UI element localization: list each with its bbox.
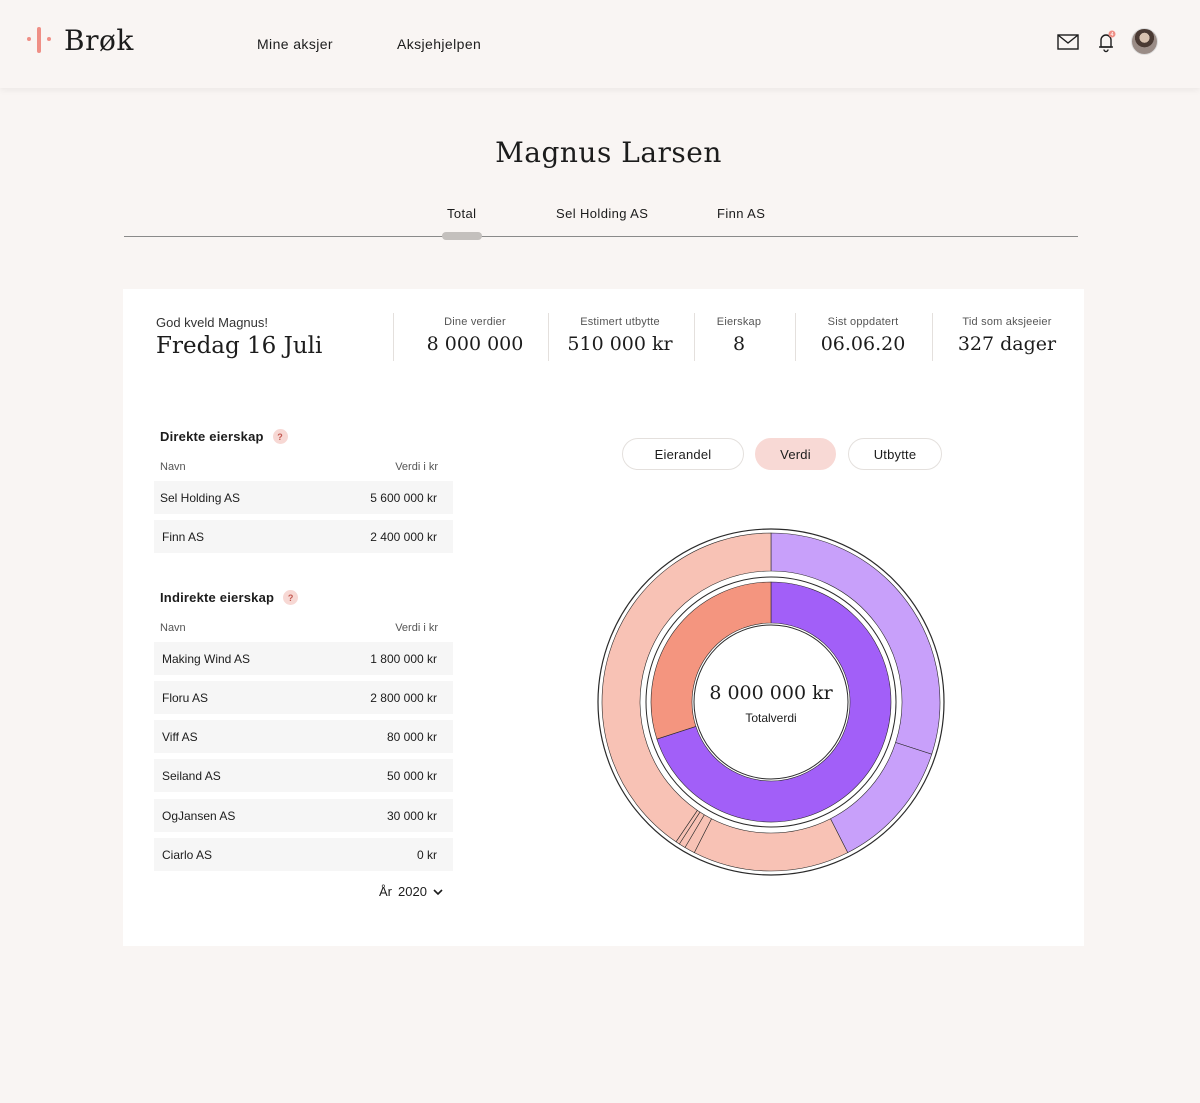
table-row[interactable]: Finn AS 2 400 000 kr <box>154 520 453 553</box>
tab-indicator <box>442 232 482 240</box>
col-name-header: Navn <box>160 622 186 634</box>
avatar[interactable] <box>1131 28 1158 55</box>
section-title-text: Indirekte eierskap <box>160 590 275 605</box>
stat-value: 8 <box>732 333 746 355</box>
stat-label: Tid som aksjeeier <box>962 316 1052 328</box>
row-value: 2 400 000 kr <box>370 530 437 544</box>
col-value-header: Verdi i kr <box>395 622 438 634</box>
table-row[interactable]: Making Wind AS 1 800 000 kr <box>154 642 453 675</box>
row-value: 0 kr <box>416 848 437 862</box>
stat-value: 510 000 kr <box>567 333 673 355</box>
row-value: 1 800 000 kr <box>370 652 437 666</box>
stat-label: Sist oppdatert <box>827 316 899 328</box>
logo-icon <box>26 25 52 55</box>
row-name: Making Wind AS <box>162 652 251 666</box>
table-row[interactable]: Floru AS 2 800 000 kr <box>154 681 453 714</box>
nav-aksjehjelpen[interactable]: Aksjehjelpen <box>397 36 482 52</box>
stat-eierskap: Eierskap 8 <box>709 316 769 355</box>
help-icon[interactable]: ? <box>272 429 288 444</box>
nav-mine-aksjer[interactable]: Mine aksjer <box>257 36 333 52</box>
stat-sist-oppdatert: Sist oppdatert 06.06.20 <box>809 316 917 355</box>
center-border-ring <box>693 624 849 780</box>
divider <box>694 313 695 361</box>
chart-center-value: 8 000 000 kr <box>709 682 833 704</box>
year-value: 2020 <box>398 884 427 899</box>
ownership-donut-chart <box>597 528 945 876</box>
row-name: Viff AS <box>162 730 198 744</box>
stat-tid-som-aksjeeier: Tid som aksjeeier 327 dager <box>949 316 1065 355</box>
page-title: Magnus Larsen <box>495 136 722 169</box>
col-value-header: Verdi i kr <box>395 461 438 473</box>
table-row[interactable]: OgJansen AS 30 000 kr <box>154 799 453 832</box>
table-row[interactable]: Ciarlo AS 0 kr <box>154 838 453 871</box>
bell-icon[interactable]: 4 <box>1092 28 1120 56</box>
tab-total[interactable]: Total <box>447 206 477 221</box>
row-value: 30 000 kr <box>386 809 437 823</box>
divider <box>393 313 394 361</box>
top-bar: Brøk Mine aksjer Aksjehjelpen 4 <box>0 0 1200 88</box>
col-name-header: Navn <box>160 461 186 473</box>
overview-card: God kveld Magnus! Fredag 16 Juli Dine ve… <box>123 289 1084 946</box>
row-name: Floru AS <box>162 691 209 705</box>
divider <box>548 313 549 361</box>
stat-label: Eierskap <box>716 316 762 328</box>
row-name: Finn AS <box>162 530 205 544</box>
logo[interactable]: Brøk <box>26 23 134 57</box>
notification-count: 4 <box>1110 32 1113 38</box>
inner-ring-segment[interactable] <box>650 581 772 740</box>
indirect-table-header: Navn Verdi i kr <box>160 622 438 634</box>
direct-ownership-title: Direkte eierskap ? <box>160 429 288 444</box>
indirect-ownership-title: Indirekte eierskap ? <box>160 590 299 605</box>
row-name: Sel Holding AS <box>160 491 241 505</box>
toggle-eierandel[interactable]: Eierandel <box>622 438 744 470</box>
row-value: 80 000 kr <box>386 730 437 744</box>
stat-value: 327 dager <box>957 333 1057 355</box>
outer-border-ring <box>597 528 945 876</box>
divider <box>795 313 796 361</box>
row-value: 5 600 000 kr <box>370 491 437 505</box>
year-select[interactable]: År 2020 <box>379 884 443 899</box>
chart-center-label: Totalverdi <box>745 711 797 725</box>
toggle-verdi[interactable]: Verdi <box>755 438 836 470</box>
row-name: OgJansen AS <box>162 809 236 823</box>
logo-text: Brøk <box>64 23 134 57</box>
outer-ring-segment[interactable] <box>601 532 772 843</box>
inner-ring-segment[interactable] <box>656 581 892 823</box>
stat-label: Dine verdier <box>444 316 506 328</box>
stat-estimert-utbytte: Estimert utbytte 510 000 kr <box>563 316 677 355</box>
stat-dine-verdier: Dine verdier 8 000 000 <box>420 316 530 355</box>
row-value: 2 800 000 kr <box>370 691 437 705</box>
inner-border-ring <box>645 576 897 828</box>
divider <box>932 313 933 361</box>
outer-ring-segment[interactable] <box>770 532 941 755</box>
stat-label: Estimert utbytte <box>580 316 660 328</box>
row-name: Seiland AS <box>162 769 221 783</box>
tab-divider <box>124 236 1078 237</box>
row-value: 50 000 kr <box>386 769 437 783</box>
direct-table-header: Navn Verdi i kr <box>160 461 438 473</box>
toggle-utbytte[interactable]: Utbytte <box>848 438 942 470</box>
table-row[interactable]: Sel Holding AS 5 600 000 kr <box>154 481 453 514</box>
section-title-text: Direkte eierskap <box>160 429 264 444</box>
table-row[interactable]: Seiland AS 50 000 kr <box>154 759 453 792</box>
year-label: År <box>379 884 392 899</box>
table-row[interactable]: Viff AS 80 000 kr <box>154 720 453 753</box>
stat-value: 06.06.20 <box>820 333 906 355</box>
stat-value: 8 000 000 <box>426 333 524 355</box>
help-icon[interactable]: ? <box>283 590 299 605</box>
chevron-down-icon <box>433 884 443 899</box>
mail-icon[interactable] <box>1054 28 1082 56</box>
greeting: God kveld Magnus! <box>156 315 269 330</box>
tab-finn[interactable]: Finn AS <box>717 206 766 221</box>
current-date: Fredag 16 Juli <box>156 333 323 359</box>
tab-sel-holding[interactable]: Sel Holding AS <box>556 206 649 221</box>
row-name: Ciarlo AS <box>162 848 213 862</box>
